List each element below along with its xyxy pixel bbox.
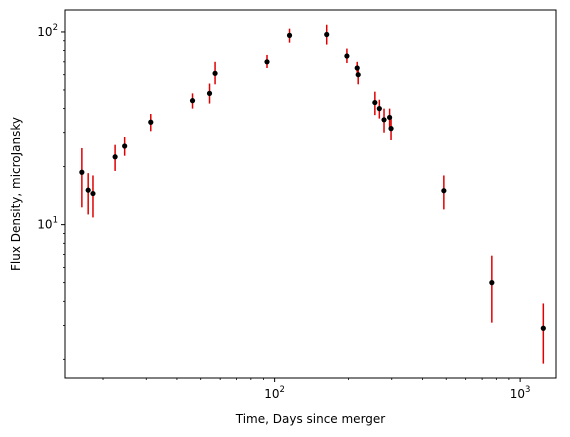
x-axis-title: Time, Days since merger xyxy=(235,412,386,426)
data-point xyxy=(489,280,495,286)
data-point xyxy=(286,32,293,38)
data-point xyxy=(388,126,394,132)
x-tick-label-base: 10 xyxy=(510,387,525,401)
data-point-group xyxy=(79,31,546,331)
data-point xyxy=(376,106,382,112)
x-tick-label-base: 10 xyxy=(264,387,279,401)
y-tick-label-exponent: 1 xyxy=(53,216,58,226)
y-tick-label-base: 10 xyxy=(37,25,52,39)
x-tick-label-exponent: 2 xyxy=(280,385,285,395)
data-point xyxy=(206,90,213,96)
y-tick-label: 102 xyxy=(37,23,58,39)
y-tick-label: 101 xyxy=(37,216,58,232)
errorbar-group xyxy=(81,24,545,364)
y-axis-title: Flux Density, microJansky xyxy=(9,117,23,271)
data-point xyxy=(148,119,154,125)
data-point xyxy=(90,190,96,197)
data-point xyxy=(344,53,350,59)
data-point xyxy=(355,72,361,78)
data-point xyxy=(354,65,360,71)
data-point xyxy=(85,187,91,193)
y-tick-label-exponent: 2 xyxy=(53,23,58,33)
data-point xyxy=(387,114,393,121)
y-tick-label-base: 10 xyxy=(37,218,52,232)
x-tick-labels: 102 103 xyxy=(264,385,530,401)
data-point xyxy=(264,59,270,65)
major-tick-group xyxy=(61,31,521,382)
data-point xyxy=(212,70,218,76)
data-point xyxy=(381,117,387,123)
data-point xyxy=(122,143,128,149)
data-point xyxy=(372,99,378,106)
data-point xyxy=(441,188,447,194)
x-tick-label: 102 xyxy=(264,385,285,401)
x-tick-label: 103 xyxy=(510,385,531,401)
data-point xyxy=(189,98,196,104)
plot-frame xyxy=(64,9,557,379)
x-tick-label-exponent: 3 xyxy=(525,385,530,395)
data-point xyxy=(112,154,118,160)
minor-tick-group xyxy=(63,40,510,380)
data-point xyxy=(540,325,546,331)
data-point xyxy=(79,169,85,175)
data-point xyxy=(324,31,330,38)
